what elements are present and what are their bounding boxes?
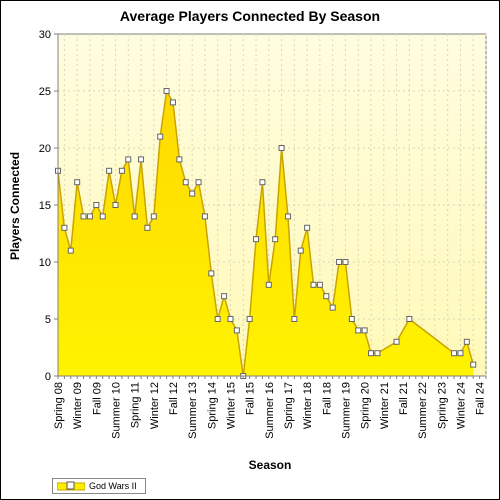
data-point	[99, 213, 106, 220]
x-tick-label: Summer 19	[340, 382, 352, 439]
data-point	[67, 247, 74, 254]
y-tick-label: 15	[39, 200, 51, 212]
data-point	[348, 316, 355, 322]
data-point	[463, 338, 470, 345]
y-tick-label: 25	[39, 86, 51, 98]
x-tick-label: Spring 14	[206, 382, 218, 429]
axis-layer: 0 5 10 15 20 25 30 Spring 08 Winter 09 Fall 09 Sum…	[39, 29, 487, 439]
x-tick-label: Spring 08	[53, 382, 65, 429]
data-point	[310, 281, 317, 288]
data-point	[393, 338, 400, 345]
data-point	[163, 88, 170, 94]
y-tick-label: 30	[39, 29, 51, 41]
x-tick-label: Winter 09	[72, 382, 84, 429]
x-tick-label: Spring 23	[436, 382, 448, 429]
data-point	[291, 316, 298, 322]
data-point	[368, 350, 375, 357]
data-point	[470, 361, 477, 368]
data-point	[297, 247, 304, 254]
data-point	[374, 350, 381, 357]
data-point	[86, 213, 93, 220]
data-point	[195, 179, 202, 186]
data-point	[259, 179, 266, 186]
data-point	[112, 202, 119, 208]
data-point	[182, 179, 189, 186]
data-point	[316, 281, 323, 288]
data-point	[323, 293, 330, 300]
data-point	[150, 213, 157, 220]
x-tick-label: Summer 13	[187, 382, 199, 439]
data-point	[355, 327, 362, 334]
data-point	[278, 145, 285, 151]
x-tick-label: Winter 24	[455, 382, 467, 429]
data-point	[336, 259, 343, 265]
x-tick-label: Summer 22	[417, 382, 429, 439]
y-tick-label: 10	[39, 257, 51, 269]
data-point	[176, 156, 183, 163]
data-point	[106, 167, 113, 174]
y-tick-label: 20	[39, 143, 51, 155]
data-point	[246, 316, 253, 322]
x-tick-label: Fall 15	[245, 382, 257, 415]
data-point	[406, 316, 413, 322]
legend: God Wars II	[52, 478, 146, 494]
data-point	[125, 156, 132, 163]
x-tick-label: Fall 21	[398, 382, 410, 415]
data-point	[157, 133, 164, 140]
data-point	[144, 224, 151, 231]
x-tick-label: Fall 18	[321, 382, 333, 415]
data-point	[284, 213, 291, 220]
data-point	[214, 316, 221, 322]
data-point	[118, 167, 125, 174]
data-point	[329, 304, 336, 311]
y-tick-label: 5	[45, 314, 51, 326]
y-axis-label: Players Connected	[8, 152, 22, 260]
data-point	[221, 293, 228, 300]
data-point	[80, 213, 87, 220]
data-point	[457, 350, 464, 357]
y-tick-label: 0	[45, 371, 51, 383]
x-tick-label: Fall 12	[168, 382, 180, 415]
data-point	[93, 202, 100, 208]
x-axis-label: Season	[249, 458, 292, 472]
legend-swatch	[57, 481, 85, 491]
legend-label: God Wars II	[89, 481, 137, 491]
x-tick-label: Fall 09	[91, 382, 103, 415]
x-tick-label: Spring 11	[130, 382, 142, 428]
x-tick-label: Fall 24	[475, 382, 487, 415]
data-point	[342, 259, 349, 265]
data-point	[208, 270, 215, 277]
data-point	[304, 224, 311, 231]
marker-layer	[55, 88, 477, 379]
data-point	[131, 213, 138, 220]
data-point	[61, 224, 68, 231]
data-point	[253, 236, 260, 243]
data-point	[74, 179, 81, 186]
x-tick-label: Winter 18	[302, 382, 314, 429]
x-tick-label: Summer 16	[264, 382, 276, 439]
x-tick-label: Summer 10	[110, 382, 122, 439]
data-point	[272, 236, 279, 243]
data-point	[201, 213, 208, 220]
x-tick-label: Spring 17	[283, 382, 295, 429]
x-tick-label: Winter 12	[149, 382, 161, 429]
x-tick-label: Spring 20	[360, 382, 372, 429]
chart-title: Average Players Connected By Season	[119, 8, 381, 24]
data-point	[169, 99, 176, 106]
data-point	[361, 327, 368, 334]
data-point	[233, 327, 240, 334]
data-point	[265, 281, 272, 288]
x-tick-label: Winter 15	[225, 382, 237, 429]
data-point	[189, 190, 196, 197]
data-point	[451, 350, 458, 357]
x-tick-label: Winter 21	[379, 382, 391, 429]
data-point	[227, 316, 234, 322]
data-point	[138, 156, 145, 163]
